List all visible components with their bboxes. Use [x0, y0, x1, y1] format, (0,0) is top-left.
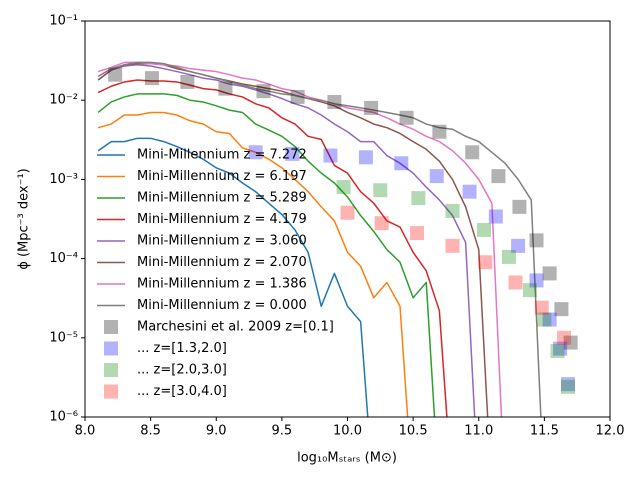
x-tick-label: 8.0: [75, 424, 96, 439]
marker: [373, 183, 388, 198]
marker: [553, 341, 568, 356]
legend-label: ... z=[3.0,4.0]: [137, 384, 227, 399]
series-line: [97, 61, 503, 417]
marker: [411, 191, 426, 206]
marker: [144, 71, 159, 86]
legend-label: Mini-Millennium z = 6.197: [137, 169, 307, 184]
legend-label: Mini-Millennium z = 3.060: [137, 234, 307, 249]
marker: [522, 283, 537, 298]
legend-label: Marchesini et al. 2009 z=[0.1]: [137, 320, 334, 335]
series-line: [97, 93, 436, 417]
x-tick-label: 12.0: [596, 424, 625, 439]
legend-swatch: [104, 363, 118, 377]
marker: [340, 205, 355, 220]
series-line: [97, 64, 476, 417]
y-tick-label: 10⁻⁵: [49, 330, 78, 345]
marker: [488, 209, 503, 224]
marker: [529, 273, 544, 288]
legend-label: ... z=[1.3,2.0]: [137, 341, 227, 356]
marker: [563, 335, 578, 350]
x-tick-label: 8.5: [140, 424, 161, 439]
marker: [557, 330, 572, 345]
marker: [364, 100, 379, 115]
marker: [478, 255, 493, 270]
legend: Mini-Millennium z = 7.272 Mini-Millennium…: [97, 148, 334, 399]
marker: [108, 67, 123, 82]
marker: [327, 94, 342, 109]
marker: [410, 226, 425, 241]
series-line: [97, 111, 409, 417]
marker: [542, 312, 557, 327]
x-tick-label: 9.0: [206, 424, 227, 439]
marker: [256, 84, 271, 99]
marker: [511, 238, 526, 253]
marker: [529, 233, 544, 248]
x-tick-label: 10.5: [399, 424, 428, 439]
marker: [542, 266, 557, 281]
y-axis-label: ϕ (Mpc⁻³ dex⁻¹): [17, 168, 32, 269]
marker: [491, 169, 506, 184]
marker: [323, 148, 338, 163]
marker: [445, 238, 460, 253]
legend-label: Mini-Millennium z = 1.386: [137, 277, 307, 292]
marker: [290, 89, 305, 104]
legend-label: Mini-Millennium z = 5.289: [137, 191, 307, 206]
x-tick-label: 10.0: [333, 424, 362, 439]
marker: [561, 379, 575, 394]
legend-label: Mini-Millennium z = 7.272: [137, 148, 307, 163]
series-line: [97, 137, 369, 417]
marker: [537, 312, 552, 327]
y-tick-label: 10⁻³: [49, 172, 78, 187]
marker: [399, 110, 414, 125]
marker: [501, 249, 516, 264]
series-line: [97, 79, 448, 417]
marker: [358, 150, 373, 165]
x-tick-label: 9.5: [272, 424, 293, 439]
marker: [374, 216, 389, 231]
marker: [394, 156, 409, 171]
y-tick-label: 10⁻²: [49, 93, 78, 108]
legend-label: Mini-Millennium z = 2.070: [137, 255, 307, 270]
legend-label: ... z=[2.0,3.0]: [137, 363, 227, 378]
marker: [180, 74, 195, 89]
marker: [248, 145, 263, 160]
marker: [554, 302, 569, 317]
marker: [445, 203, 460, 218]
x-tick-label: 11.5: [530, 424, 559, 439]
marker: [477, 222, 491, 237]
marker: [432, 124, 447, 139]
marker: [534, 300, 549, 315]
x-axis-label: log₁₀Mₛₜₐᵣₛ (M⊙): [297, 451, 397, 466]
marker: [462, 184, 477, 199]
legend-label: Mini-Millennium z = 0.000: [137, 298, 307, 313]
plot-area: [97, 61, 578, 417]
legend-swatch: [104, 341, 118, 356]
marker: [429, 169, 444, 184]
marker: [218, 81, 233, 96]
legend-swatch: [104, 320, 118, 334]
y-tick-label: 10⁻¹: [49, 14, 78, 29]
legend-label: Mini-Millennium z = 4.179: [137, 212, 307, 227]
marker: [550, 344, 565, 359]
marker: [336, 180, 351, 195]
legend-swatch: [104, 384, 118, 399]
y-tick-label: 10⁻⁴: [49, 251, 78, 266]
marker: [508, 275, 523, 290]
x-tick-label: 11.0: [464, 424, 493, 439]
series-line: [97, 61, 542, 417]
marker: [465, 145, 480, 160]
marker: [561, 377, 575, 392]
marker: [512, 199, 527, 214]
marker: [285, 146, 300, 161]
y-tick-label: 10⁻⁶: [49, 410, 78, 425]
